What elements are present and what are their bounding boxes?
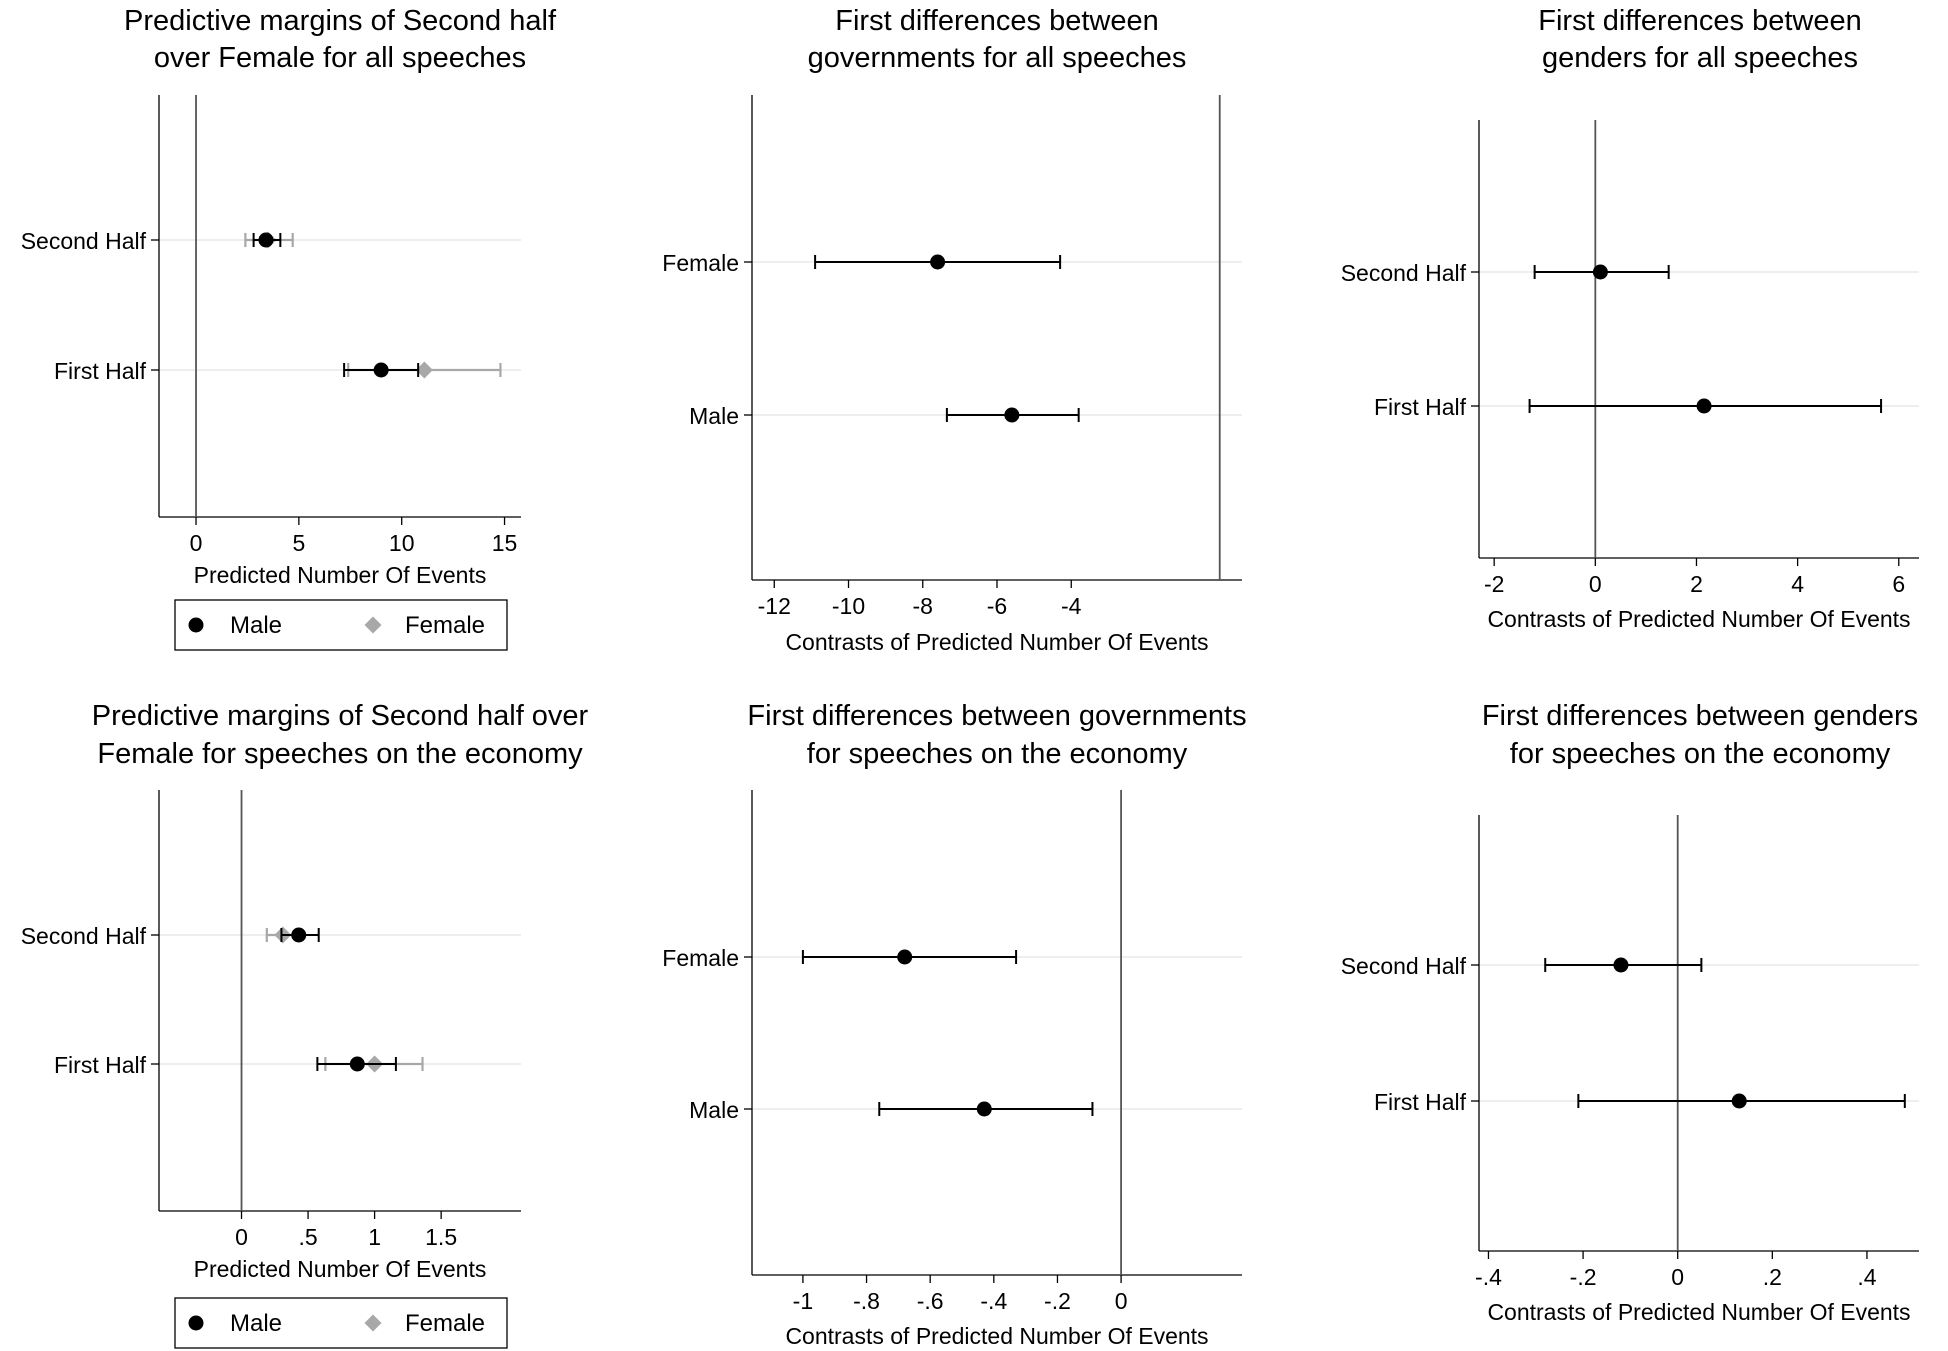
chart-title-line: First differences between	[835, 5, 1158, 37]
category-label: Second Half	[21, 228, 147, 254]
chart-title-line: over Female for all speeches	[154, 42, 526, 74]
point-marker	[349, 1056, 365, 1072]
legend-marker	[188, 1315, 204, 1331]
chart-panel-4: Predictive margins of Second half over Fe…	[21, 700, 589, 1349]
x-tick-label: -8	[913, 593, 933, 619]
point-marker	[291, 927, 307, 943]
chart-title-line: for speeches on the economy	[807, 738, 1188, 770]
legend-label: Female	[405, 612, 485, 639]
x-tick-label: .2	[1763, 1264, 1782, 1290]
chart-grid: Predictive margins of Second half over Fe…	[21, 5, 1919, 1349]
legend-marker	[364, 616, 382, 634]
point-marker	[258, 232, 274, 248]
chart-title-line: for speeches on the economy	[1510, 738, 1891, 770]
point-marker	[1004, 407, 1020, 423]
point-marker	[1696, 398, 1712, 414]
point-marker	[930, 254, 946, 270]
point-marker	[415, 361, 433, 379]
x-tick-label: 6	[1892, 571, 1905, 597]
chart-title-line: First differences between genders	[1482, 700, 1918, 732]
x-tick-label: 1.5	[425, 1224, 457, 1250]
x-tick-label: 0	[190, 530, 203, 556]
x-tick-label: -6	[987, 593, 1007, 619]
x-axis-label: Predicted Number Of Events	[194, 1256, 487, 1282]
chart-panel-1: Predictive margins of Second half over Fe…	[21, 5, 557, 651]
category-label: First Half	[1374, 394, 1467, 420]
chart-title-line: genders for all speeches	[1542, 42, 1858, 74]
point-marker	[1731, 1093, 1747, 1109]
x-tick-label: 5	[292, 530, 305, 556]
category-label: Second Half	[1341, 260, 1467, 286]
legend-label: Male	[230, 1310, 282, 1337]
legend-marker	[364, 1314, 382, 1332]
x-tick-label: .5	[298, 1224, 317, 1250]
x-tick-label: 4	[1791, 571, 1804, 597]
category-label: First Half	[1374, 1089, 1467, 1115]
x-tick-label: 2	[1690, 571, 1703, 597]
x-tick-label: -10	[832, 593, 865, 619]
chart-panel-2: First differences between governments for…	[662, 5, 1242, 655]
category-label: Second Half	[21, 923, 147, 949]
x-tick-label: -4	[1061, 593, 1082, 619]
category-label: Male	[689, 403, 739, 429]
legend-box	[174, 599, 508, 651]
chart-title-line: First differences between governments	[747, 700, 1246, 732]
category-label: Female	[662, 250, 739, 276]
x-tick-label: 0	[1671, 1264, 1684, 1290]
category-label: First Half	[54, 358, 147, 384]
series-contrast	[814, 254, 1080, 423]
x-axis-label: Contrasts of Predicted Number Of Events	[785, 629, 1208, 655]
legend-label: Male	[230, 612, 282, 639]
point-marker	[897, 949, 913, 965]
chart-panel-3: First differences between genders for all…	[1341, 5, 1919, 632]
point-marker	[976, 1101, 992, 1117]
x-tick-label: -.2	[1044, 1288, 1071, 1314]
x-axis-label: Contrasts of Predicted Number Of Events	[1487, 606, 1910, 632]
x-tick-label: -.4	[1475, 1264, 1502, 1290]
chart-title-line: Predictive margins of Second half over	[92, 700, 589, 732]
x-tick-label: -.2	[1570, 1264, 1597, 1290]
x-axis-label: Contrasts of Predicted Number Of Events	[785, 1323, 1208, 1349]
point-marker	[1592, 264, 1608, 280]
legend: Male Female	[174, 1297, 508, 1349]
point-marker	[1613, 957, 1629, 973]
x-tick-label: -12	[758, 593, 791, 619]
chart-title-line: Predictive margins of Second half	[124, 5, 557, 37]
category-label: Female	[662, 945, 739, 971]
chart-panel-6: First differences between genders for spe…	[1341, 700, 1919, 1325]
x-tick-label: .4	[1857, 1264, 1876, 1290]
series-contrast	[1544, 957, 1906, 1109]
x-tick-label: 0	[1589, 571, 1602, 597]
chart-panel-5: First differences between governments for…	[662, 700, 1246, 1349]
series-contrast	[1528, 264, 1883, 414]
x-axis-label: Contrasts of Predicted Number Of Events	[1487, 1299, 1910, 1325]
x-tick-label: -2	[1484, 571, 1504, 597]
x-tick-label: 10	[389, 530, 415, 556]
x-tick-label: 0	[1115, 1288, 1128, 1314]
x-tick-label: -.8	[853, 1288, 880, 1314]
chart-title-line: First differences between	[1538, 5, 1861, 37]
chart-title-line: governments for all speeches	[808, 42, 1187, 74]
x-tick-label: -1	[793, 1288, 813, 1314]
x-tick-label: 15	[492, 530, 518, 556]
series-male	[252, 232, 420, 378]
chart-title-line: Female for speeches on the economy	[97, 738, 583, 770]
x-tick-label: -.6	[917, 1288, 944, 1314]
legend-label: Female	[405, 1310, 485, 1337]
point-marker	[373, 362, 389, 378]
category-label: Second Half	[1341, 953, 1467, 979]
legend-marker	[188, 617, 204, 633]
x-tick-label: -.4	[980, 1288, 1007, 1314]
category-label: Male	[689, 1097, 739, 1123]
x-axis-label: Predicted Number Of Events	[194, 562, 487, 588]
x-tick-label: 0	[235, 1224, 248, 1250]
category-label: First Half	[54, 1052, 147, 1078]
series-male	[280, 927, 397, 1072]
x-tick-label: 1	[368, 1224, 381, 1250]
series-contrast	[801, 949, 1094, 1117]
legend: Male Female	[174, 599, 508, 651]
legend-box	[174, 1297, 508, 1349]
